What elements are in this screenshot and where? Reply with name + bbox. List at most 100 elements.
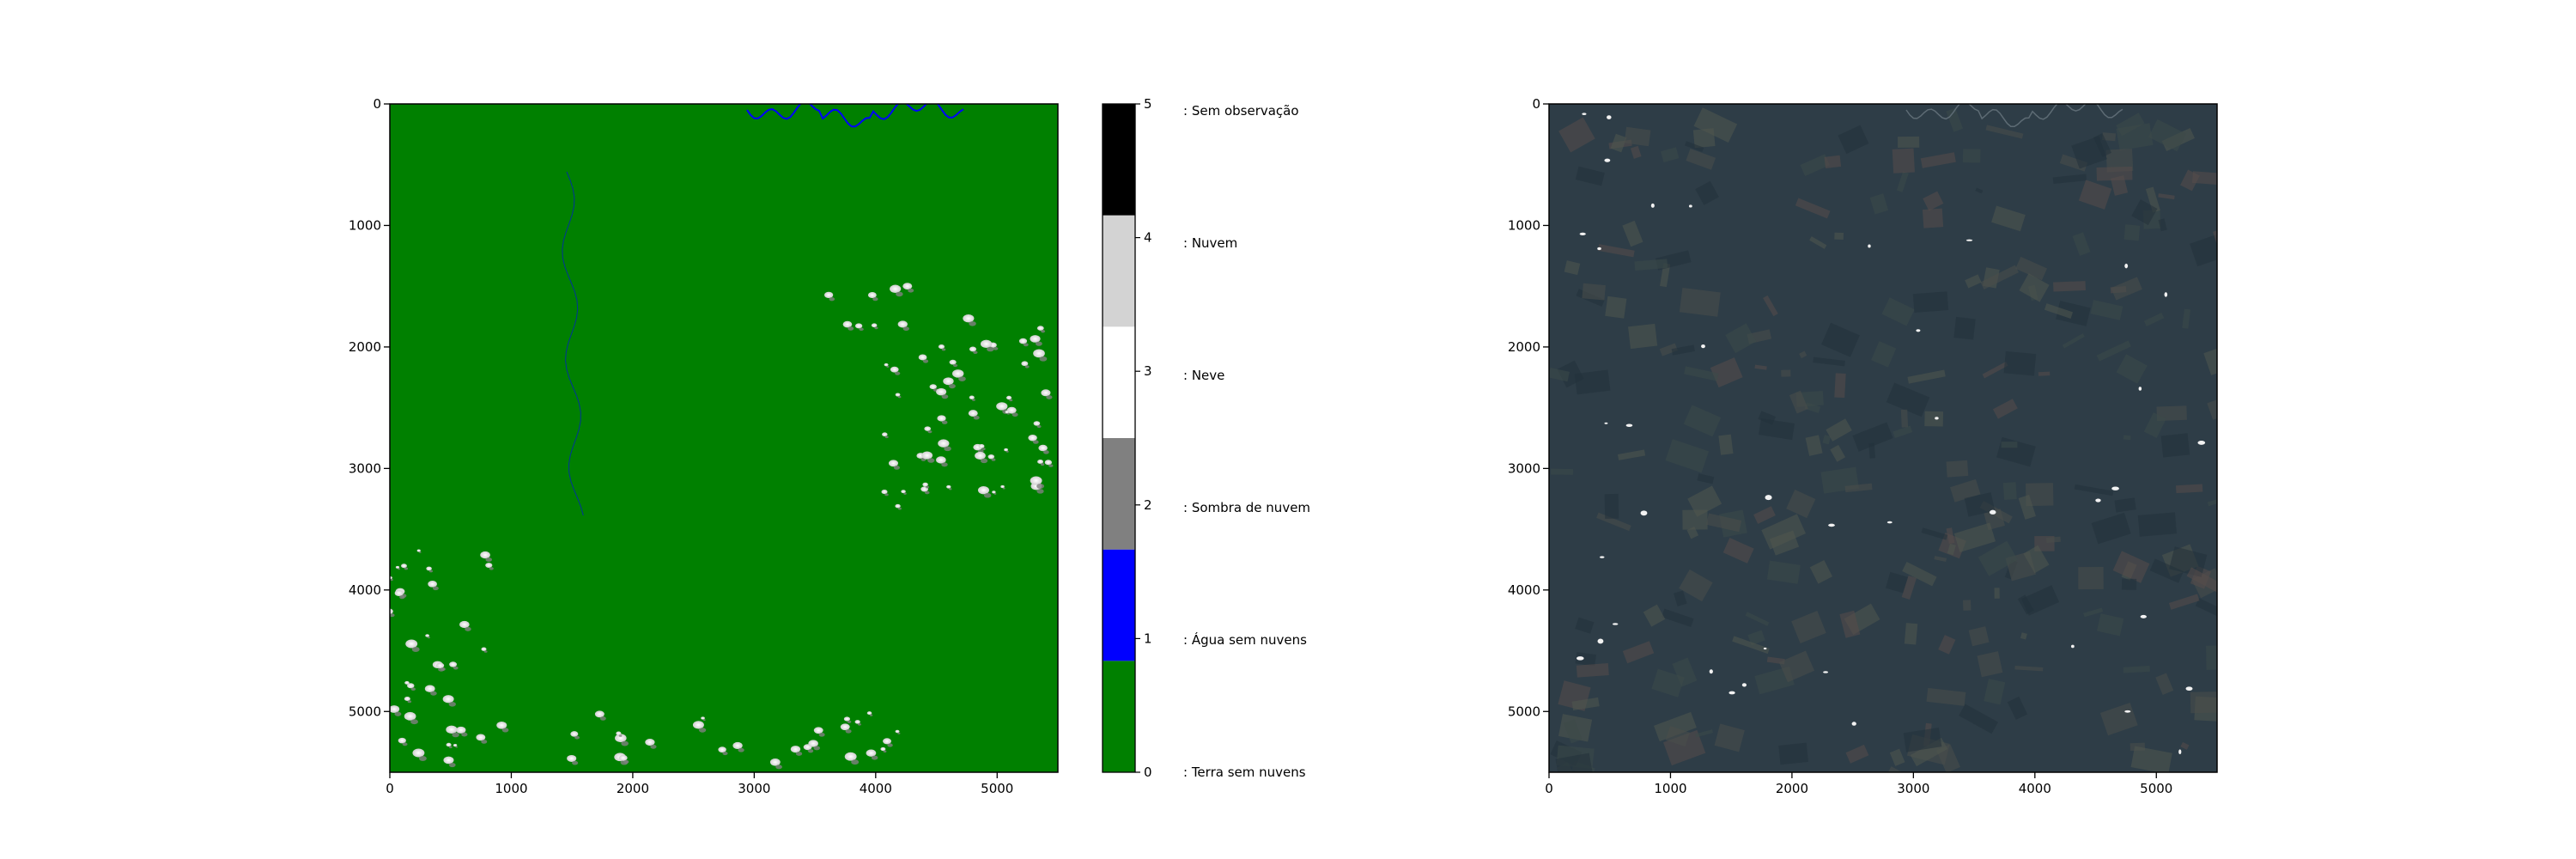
classification-map-cloud-shadow bbox=[402, 742, 408, 746]
classification-map-cloud bbox=[459, 620, 470, 629]
classification-map-cloud-shadow bbox=[1012, 412, 1018, 417]
satellite-land-patch bbox=[2020, 632, 2027, 640]
classification-map-cloud-shadow bbox=[1036, 489, 1044, 494]
satellite-land-patch bbox=[1904, 623, 1918, 645]
satellite-land-patch bbox=[1903, 728, 1942, 752]
classification-map-cloud-shadow bbox=[927, 458, 935, 463]
satellite-land-patch bbox=[1679, 287, 1721, 317]
satellite-land-patch bbox=[1834, 373, 1846, 399]
classification-map-cloud-shadow bbox=[448, 702, 456, 707]
classification-map-cloud bbox=[404, 696, 410, 702]
satellite-image-xtick-label: 1000 bbox=[1654, 781, 1686, 796]
classification-map-cloud-shadow bbox=[448, 762, 456, 768]
classification-map-cloud bbox=[808, 740, 818, 747]
satellite-land-patch bbox=[1886, 382, 1930, 417]
satellite-land-patch bbox=[2019, 273, 2050, 302]
classification-map-cloud bbox=[949, 359, 957, 365]
classification-map-cloud bbox=[615, 734, 627, 743]
satellite-image-xtick-label: 0 bbox=[1545, 781, 1553, 796]
satellite-land-patch bbox=[1789, 390, 1808, 414]
classification-map-cloud bbox=[485, 563, 493, 569]
satellite-river bbox=[1905, 104, 2123, 128]
classification-map-cloud-shadow bbox=[872, 296, 878, 302]
satellite-land-patch bbox=[1795, 198, 1831, 219]
classification-map-cloud bbox=[1036, 326, 1044, 331]
classification-map-cloud-shadow bbox=[572, 760, 579, 765]
satellite-land-patch bbox=[1830, 444, 1846, 462]
classification-map-cloud bbox=[1037, 459, 1044, 464]
satellite-land-patch bbox=[1959, 704, 1999, 734]
classification-map-cloud bbox=[407, 683, 415, 689]
classification-map-cloud-shadow bbox=[941, 394, 949, 399]
satellite-cloud bbox=[2178, 749, 2182, 755]
satellite-land-patch bbox=[2190, 233, 2217, 267]
satellite-land-patch bbox=[1575, 166, 1605, 186]
satellite-land-patch bbox=[1766, 560, 1801, 584]
satellite-land-patch bbox=[2175, 484, 2203, 494]
classification-map-cloud bbox=[424, 685, 435, 692]
satellite-image-features bbox=[1549, 104, 2217, 772]
satellite-land-patch bbox=[1804, 402, 1821, 413]
satellite-image-xtick-label: 5000 bbox=[2140, 781, 2172, 796]
classification-map-cloud bbox=[813, 727, 823, 734]
satellite-land-patch bbox=[2158, 218, 2167, 232]
satellite-land-patch bbox=[1697, 473, 1715, 484]
satellite-land-patch bbox=[2078, 180, 2112, 210]
classification-map-ytick-label: 3000 bbox=[349, 460, 381, 476]
classification-map-cloud bbox=[1044, 460, 1053, 466]
class-colorbar: 0 1 2 3 4 5: Terra sem nuvens: Água sem nuven… bbox=[1102, 96, 1310, 780]
satellite-cloud bbox=[1935, 417, 1939, 420]
classification-map-cloud-shadow bbox=[430, 691, 437, 696]
satellite-land-patch bbox=[2160, 433, 2190, 458]
colorbar-class-label: : Nuvem bbox=[1183, 235, 1237, 251]
classification-map-cloud bbox=[476, 734, 486, 741]
satellite-land-patch bbox=[1558, 117, 1595, 153]
satellite-land-patch bbox=[1576, 662, 1609, 678]
satellite-land-patch bbox=[1759, 418, 1795, 441]
classification-map-cloud-shadow bbox=[897, 395, 902, 399]
satellite-land-patch bbox=[1885, 571, 1909, 594]
classification-map-cloud bbox=[481, 647, 487, 651]
classification-map-cloud-shadow bbox=[1036, 483, 1045, 489]
classification-map-cloud bbox=[425, 634, 430, 637]
classification-map-cloud bbox=[918, 354, 927, 361]
satellite-land-patch bbox=[1685, 141, 1704, 152]
classification-map-cloud-shadow bbox=[1043, 450, 1049, 454]
satellite-land-patch bbox=[1992, 399, 2018, 419]
satellite-land-patch bbox=[1926, 687, 1966, 706]
classification-map-cloud-shadow bbox=[925, 485, 930, 489]
classification-map-cloud bbox=[692, 721, 704, 729]
classification-map-cloud bbox=[416, 549, 421, 552]
classification-map-cloud bbox=[1000, 484, 1005, 489]
satellite-land-patch bbox=[2105, 149, 2134, 173]
classification-map-cloud-shadow bbox=[448, 746, 453, 749]
classification-map-cloud bbox=[404, 680, 410, 685]
satellite-cloud bbox=[2140, 614, 2147, 618]
classification-map-cloud bbox=[394, 589, 404, 597]
satellite-land-patch bbox=[2116, 354, 2148, 384]
classification-map-cloud-shadow bbox=[1009, 399, 1013, 402]
satellite-land-patch bbox=[2145, 186, 2160, 213]
classification-map-cloud bbox=[943, 377, 954, 386]
satellite-land-patch bbox=[1634, 259, 1668, 271]
classification-map-image bbox=[390, 104, 1058, 772]
classification-map-panel: 0 1000 2000 3000 4000 5000 0 1000 2000 3000 4000 50… bbox=[349, 96, 1059, 796]
classification-map-cloud bbox=[888, 460, 899, 467]
satellite-land-patch bbox=[1732, 636, 1770, 655]
classification-map-cloud bbox=[405, 639, 418, 649]
satellite-land-patch bbox=[2078, 566, 2104, 590]
satellite-cloud bbox=[1851, 722, 1856, 726]
satellite-land-patch bbox=[1617, 449, 1646, 460]
classification-map-cloud-shadow bbox=[807, 749, 814, 753]
classification-map-cloud bbox=[895, 393, 901, 397]
classification-map-cloud-shadow bbox=[410, 687, 416, 691]
classification-map-cloud-shadow bbox=[927, 430, 933, 434]
satellite-land-patch bbox=[1892, 148, 1915, 174]
satellite-cloud bbox=[1597, 247, 1601, 251]
classification-map-ytick-label: 2000 bbox=[349, 339, 381, 355]
classification-map-cloud-shadow bbox=[455, 746, 459, 748]
classification-map-cloud bbox=[936, 456, 946, 464]
classification-map-cloud-shadow bbox=[883, 750, 887, 753]
satellite-cloud bbox=[2111, 486, 2119, 490]
satellite-land-patch bbox=[1907, 369, 1946, 384]
